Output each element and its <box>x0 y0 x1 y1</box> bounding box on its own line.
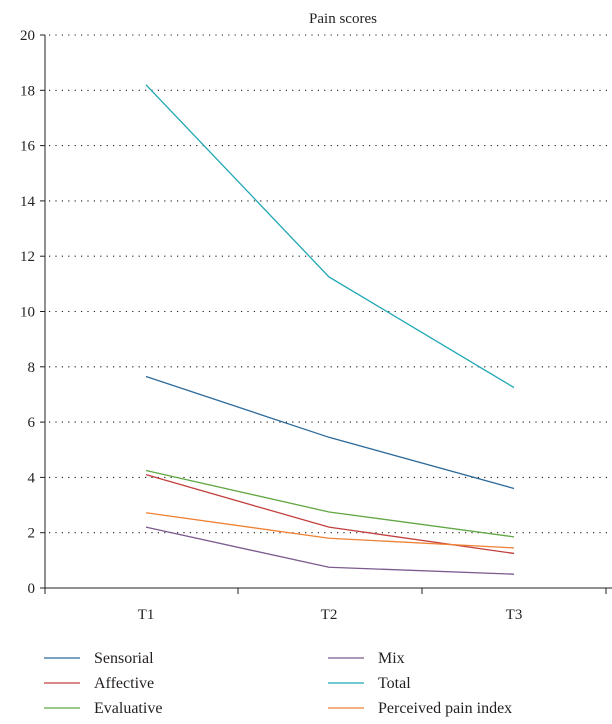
series-line-affective <box>145 474 515 555</box>
series-line-evaluative <box>145 469 515 538</box>
y-tick-label: 10 <box>20 305 35 321</box>
y-tick-label: 18 <box>20 83 35 99</box>
y-tick-label: 0 <box>28 581 36 597</box>
x-tick-label: T3 <box>506 607 523 623</box>
y-tick-label: 8 <box>28 360 36 376</box>
y-tick-label: 20 <box>20 28 35 44</box>
y-tick-label: 2 <box>28 526 36 542</box>
y-axis-ticks: 0 2 4 6 8 10 12 14 16 18 20 <box>20 28 45 597</box>
series-line-total <box>145 84 515 389</box>
legend-item: Affective <box>44 675 154 692</box>
legend-item: Evaluative <box>44 700 162 717</box>
series-line-mix <box>145 526 515 575</box>
y-tick-label: 14 <box>20 194 36 210</box>
axes <box>44 35 612 589</box>
x-tick-label: T2 <box>321 607 338 623</box>
legend-label: Mix <box>378 650 405 667</box>
series-lines <box>145 84 515 575</box>
y-tick-label: 16 <box>20 139 36 155</box>
y-tick-label: 4 <box>28 470 36 486</box>
x-tick-label: T1 <box>138 607 155 623</box>
legend: Sensorial Affective Evaluative Mix Total Perc… <box>44 650 512 717</box>
legend-label: Evaluative <box>94 700 162 717</box>
series-line-sensorial <box>145 375 515 490</box>
legend-item: Total <box>328 675 411 692</box>
legend-label: Perceived pain index <box>378 700 512 717</box>
legend-label: Affective <box>94 675 154 692</box>
legend-item: Sensorial <box>44 650 154 667</box>
legend-item: Mix <box>328 650 405 667</box>
gridlines <box>49 34 612 534</box>
series-line-perceived-pain-index <box>145 512 515 549</box>
legend-label: Sensorial <box>94 650 154 667</box>
legend-label: Total <box>378 675 411 692</box>
y-tick-label: 6 <box>28 415 36 431</box>
y-tick-label: 12 <box>20 249 35 265</box>
legend-item: Perceived pain index <box>328 700 512 717</box>
x-axis-ticks: T1 T2 T3 <box>44 588 607 623</box>
chart-title: Pain scores <box>309 11 377 27</box>
